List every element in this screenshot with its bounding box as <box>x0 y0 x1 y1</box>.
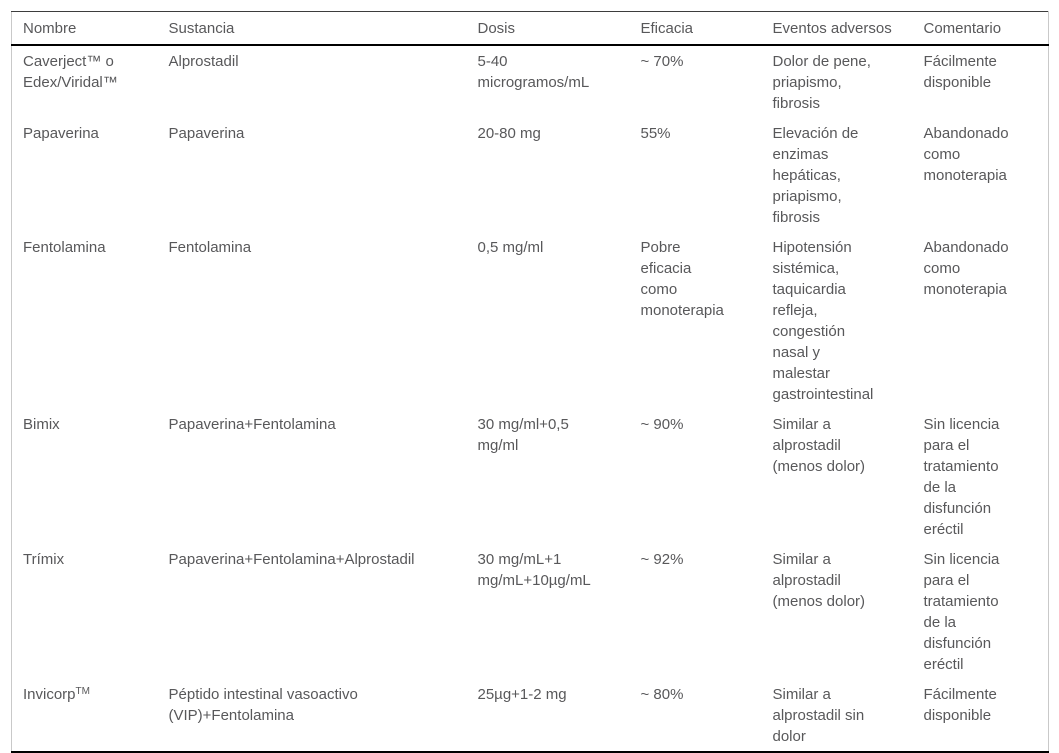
cell-dosis: 30 mg/mL+1 mg/mL+10µg/mL <box>467 544 630 679</box>
medication-table-container: Nombre Sustancia Dosis Eficacia Eventos … <box>11 11 1049 753</box>
table-row-caverject: Caverject™ o Edex/Viridal™ Alprostadil 5… <box>12 45 1049 118</box>
comment: Abandonado como monoterapia <box>923 239 1009 298</box>
adverse-events: Dolor de pene, priapismo, fibrosis <box>772 53 871 112</box>
substance: Papaverina <box>168 125 245 142</box>
cell-comentario: Abandonado como monoterapia <box>913 232 1049 409</box>
column-header-label: Eficacia <box>640 20 694 37</box>
cell-eventos-adversos: Hipotensión sistémica, taquicardia refle… <box>762 232 913 409</box>
cell-sustancia: Péptido intestinal vasoactivo (VIP)+Fent… <box>158 679 467 752</box>
drug-name: Trímix <box>23 551 65 568</box>
cell-sustancia: Papaverina+Fentolamina+Alprostadil <box>158 544 467 679</box>
table-row-invicorp: InvicorpTM Péptido intestinal vasoactivo… <box>12 679 1049 752</box>
dose: 0,5 mg/ml <box>477 239 544 256</box>
cell-eventos-adversos: Elevación de enzimas hepáticas, priapism… <box>762 118 913 232</box>
comment: Sin licencia para el tratamiento de la d… <box>923 551 1000 673</box>
column-header-label: Eventos adversos <box>772 20 892 37</box>
trademark-superscript: TM <box>75 686 90 697</box>
cell-eventos-adversos: Dolor de pene, priapismo, fibrosis <box>762 45 913 118</box>
cell-comentario: Fácilmente disponible <box>913 679 1049 752</box>
comment: Fácilmente disponible <box>923 53 997 91</box>
substance: Fentolamina <box>168 239 252 256</box>
cell-comentario: Abandonado como monoterapia <box>913 118 1049 232</box>
cell-nombre: InvicorpTM <box>12 679 158 752</box>
adverse-events: Hipotensión sistémica, taquicardia refle… <box>772 239 874 403</box>
cell-comentario: Fácilmente disponible <box>913 45 1049 118</box>
cell-comentario: Sin licencia para el tratamiento de la d… <box>913 544 1049 679</box>
cell-dosis: 25µg+1-2 mg <box>467 679 630 752</box>
cell-eficacia: ~ 92% <box>630 544 762 679</box>
cell-sustancia: Fentolamina <box>158 232 467 409</box>
cell-nombre: Bimix <box>12 409 158 544</box>
cell-dosis: 0,5 mg/ml <box>467 232 630 409</box>
adverse-events: Similar a alprostadil (menos dolor) <box>772 416 866 475</box>
substance: Péptido intestinal vasoactivo (VIP)+Fent… <box>168 686 358 724</box>
dose: 20-80 mg <box>477 125 541 142</box>
substance: Papaverina+Fentolamina+Alprostadil <box>168 551 415 568</box>
cell-eficacia: ~ 80% <box>630 679 762 752</box>
cell-comentario: Sin licencia para el tratamiento de la d… <box>913 409 1049 544</box>
cell-eventos-adversos: Similar a alprostadil (menos dolor) <box>762 544 913 679</box>
cell-eventos-adversos: Similar a alprostadil (menos dolor) <box>762 409 913 544</box>
cell-nombre: Fentolamina <box>12 232 158 409</box>
cell-sustancia: Alprostadil <box>158 45 467 118</box>
header-row: Nombre Sustancia Dosis Eficacia Eventos … <box>11 12 1049 46</box>
intracavernosal-drugs-table: Nombre Sustancia Dosis Eficacia Eventos … <box>11 11 1049 753</box>
adverse-events: Similar a alprostadil (menos dolor) <box>772 551 866 610</box>
comment: Fácilmente disponible <box>923 686 997 724</box>
column-header-sustancia: Sustancia <box>158 12 467 46</box>
efficacy: ~ 92% <box>640 551 684 568</box>
column-header-label: Sustancia <box>168 20 235 37</box>
efficacy: ~ 80% <box>640 686 684 703</box>
table-row-trimix: Trímix Papaverina+Fentolamina+Alprostadi… <box>12 544 1049 679</box>
drug-name: Bimix <box>23 416 60 433</box>
column-header-label: Comentario <box>923 20 1002 37</box>
cell-eficacia: ~ 90% <box>630 409 762 544</box>
efficacy: ~ 70% <box>640 53 684 70</box>
column-header-label: Dosis <box>477 20 516 37</box>
dose: 30 mg/mL+1 mg/mL+10µg/mL <box>477 551 591 589</box>
dose: 25µg+1-2 mg <box>477 686 567 703</box>
comment: Sin licencia para el tratamiento de la d… <box>923 416 1000 538</box>
cell-nombre: Trímix <box>12 544 158 679</box>
cell-sustancia: Papaverina+Fentolamina <box>158 409 467 544</box>
cell-nombre: Caverject™ o Edex/Viridal™ <box>12 45 158 118</box>
column-header-eficacia: Eficacia <box>630 12 762 46</box>
cell-dosis: 5-40 microgramos/mL <box>467 45 630 118</box>
table-row-bimix: Bimix Papaverina+Fentolamina 30 mg/ml+0,… <box>12 409 1049 544</box>
column-header-nombre: Nombre <box>12 12 158 46</box>
cell-eficacia: Pobre eficacia como monoterapia <box>630 232 762 409</box>
efficacy: ~ 90% <box>640 416 684 433</box>
cell-nombre: Papaverina <box>12 118 158 232</box>
dose: 30 mg/ml+0,5 mg/ml <box>477 416 569 454</box>
dose: 5-40 microgramos/mL <box>477 53 590 91</box>
cell-dosis: 30 mg/ml+0,5 mg/ml <box>467 409 630 544</box>
column-header-comentario: Comentario <box>913 12 1049 46</box>
cell-eventos-adversos: Similar a alprostadil sin dolor <box>762 679 913 752</box>
comment: Abandonado como monoterapia <box>923 125 1009 184</box>
column-header-eventos-adversos: Eventos adversos <box>762 12 913 46</box>
adverse-events: Elevación de enzimas hepáticas, priapism… <box>772 125 859 226</box>
drug-name: Fentolamina <box>23 239 106 256</box>
cell-dosis: 20-80 mg <box>467 118 630 232</box>
cell-eficacia: ~ 70% <box>630 45 762 118</box>
drug-name: Papaverina <box>23 125 99 142</box>
substance: Papaverina+Fentolamina <box>168 416 336 433</box>
cell-eficacia: 55% <box>630 118 762 232</box>
efficacy: 55% <box>640 125 671 142</box>
table-row-papaverina: Papaverina Papaverina 20-80 mg 55% Eleva… <box>12 118 1049 232</box>
drug-name: Invicorp <box>23 686 76 703</box>
column-header-dosis: Dosis <box>467 12 630 46</box>
cell-sustancia: Papaverina <box>158 118 467 232</box>
adverse-events: Similar a alprostadil sin dolor <box>772 686 865 745</box>
table-row-fentolamina: Fentolamina Fentolamina 0,5 mg/ml Pobre … <box>12 232 1049 409</box>
drug-name: Caverject™ o Edex/Viridal™ <box>23 53 118 91</box>
column-header-label: Nombre <box>23 20 77 37</box>
efficacy: Pobre eficacia como monoterapia <box>640 239 724 319</box>
substance: Alprostadil <box>168 53 239 70</box>
